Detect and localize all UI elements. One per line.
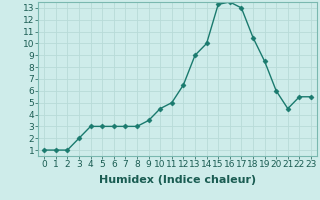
X-axis label: Humidex (Indice chaleur): Humidex (Indice chaleur) — [99, 175, 256, 185]
